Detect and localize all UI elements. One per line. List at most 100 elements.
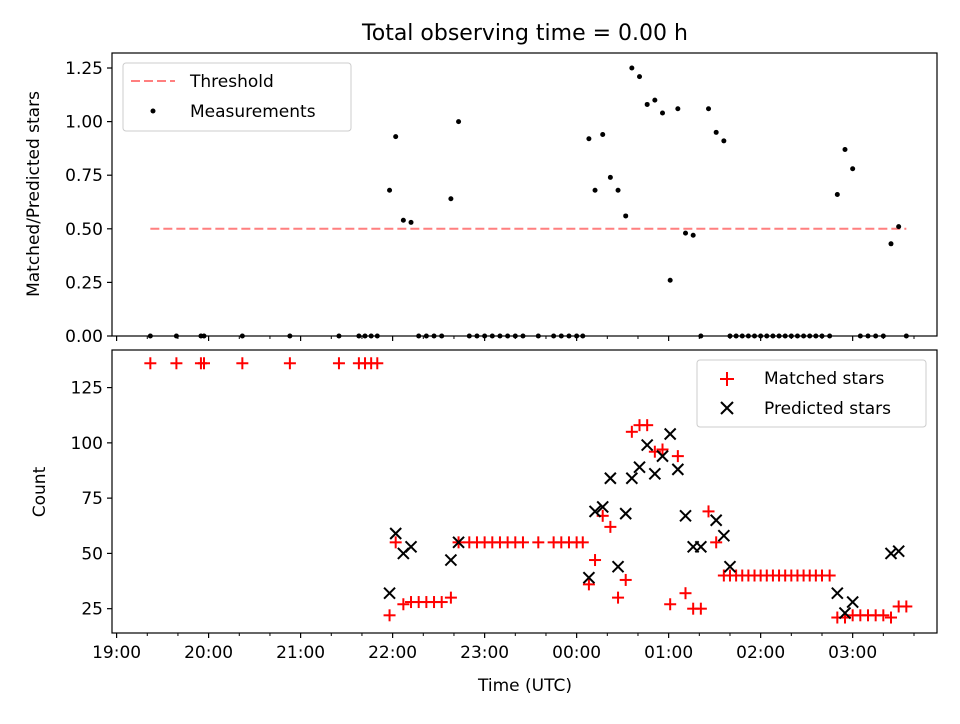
bottom-panel: Count 25 50 75 100 125 19:00 20:00 21:00 22:00 2… bbox=[30, 349, 938, 696]
top-axes-frame bbox=[111, 52, 938, 337]
x-tick-label: 19:00 bbox=[92, 643, 141, 663]
measurement-point bbox=[600, 131, 606, 137]
predicted-star-point bbox=[846, 595, 859, 609]
top-legend-box bbox=[122, 62, 352, 132]
measurement-point bbox=[721, 138, 727, 144]
measurement-point bbox=[660, 110, 666, 116]
matched-star-point bbox=[625, 425, 638, 438]
matched-star-point bbox=[383, 609, 396, 622]
matched-star-point bbox=[444, 591, 457, 604]
y-tick-label: 0.00 bbox=[65, 327, 103, 347]
matched-star-point bbox=[332, 357, 345, 370]
measurement-point bbox=[623, 213, 629, 219]
predicted-star-point bbox=[404, 540, 418, 553]
y-tick-label: 0.75 bbox=[65, 166, 103, 186]
matched-star-point bbox=[604, 520, 617, 533]
measurement-point bbox=[842, 146, 848, 152]
x-tick-label: 22:00 bbox=[368, 643, 417, 663]
y-tick-label: 50 bbox=[81, 544, 103, 564]
matched-star-point bbox=[823, 569, 836, 582]
predicted-star-point bbox=[611, 560, 625, 573]
top-legend: Threshold Measurements bbox=[122, 62, 352, 132]
predicted-star-point bbox=[892, 544, 905, 558]
predicted-star-point bbox=[717, 529, 731, 542]
measurement-point bbox=[888, 241, 894, 247]
matched-star-point bbox=[236, 357, 249, 370]
measurement-point bbox=[408, 219, 414, 225]
predicted-star-point bbox=[625, 472, 639, 485]
matched-star-point bbox=[516, 536, 529, 549]
matched-star-point bbox=[532, 536, 545, 549]
bottom-axes-frame bbox=[111, 349, 938, 634]
top-panel: Total observing time = 0.00 h Matched/Pr… bbox=[24, 21, 938, 347]
measurement-point bbox=[834, 192, 840, 197]
top-y-ticks: 0.00 0.25 0.50 0.75 1.00 1.25 bbox=[65, 59, 112, 347]
predicted-star-point bbox=[619, 507, 632, 520]
predicted-star-point bbox=[389, 527, 402, 540]
measurement-point bbox=[652, 97, 658, 103]
predicted-star-point bbox=[884, 547, 898, 560]
matched-star-point bbox=[702, 505, 715, 518]
predicted-star-point bbox=[671, 463, 685, 476]
predicted-star-point bbox=[604, 472, 617, 485]
matched-star-point bbox=[589, 554, 602, 567]
bottom-x-axis-label: Time (UTC) bbox=[477, 676, 572, 696]
measurement-point bbox=[896, 224, 902, 230]
y-tick-label: 0.25 bbox=[65, 273, 103, 293]
matched-star-point bbox=[582, 578, 595, 591]
y-tick-label: 125 bbox=[71, 379, 103, 399]
top-chart-title: Total observing time = 0.00 h bbox=[361, 21, 688, 46]
matched-star-point bbox=[435, 596, 448, 609]
legend-matched-swatch bbox=[720, 372, 734, 386]
measurement-point bbox=[387, 187, 393, 193]
predicted-star-point bbox=[838, 606, 852, 620]
bottom-legend-box bbox=[696, 359, 927, 428]
x-tick-label: 03:00 bbox=[828, 643, 877, 663]
measurement-point bbox=[607, 174, 613, 180]
measurement-point bbox=[615, 187, 621, 193]
predicted-star-point bbox=[452, 536, 465, 549]
measurement-point bbox=[713, 129, 719, 135]
measurement-point bbox=[706, 106, 712, 112]
bottom-legend: Matched stars Predicted stars bbox=[696, 359, 927, 428]
predicted-star-point bbox=[709, 514, 723, 527]
legend-measurements-label: Measurements bbox=[190, 102, 316, 122]
x-tick-label: 21:00 bbox=[276, 643, 325, 663]
matched-star-point bbox=[397, 598, 410, 611]
predicted-star-point bbox=[582, 571, 596, 584]
top-x-ticks bbox=[116, 336, 915, 341]
matched-star-point bbox=[900, 600, 913, 613]
measurement-point bbox=[690, 232, 696, 238]
measurement-point bbox=[675, 106, 681, 112]
y-tick-label: 25 bbox=[81, 600, 103, 620]
matched-star-point bbox=[884, 611, 897, 624]
legend-threshold-label: Threshold bbox=[189, 72, 274, 92]
predicted-star-point bbox=[656, 449, 669, 463]
matched-star-point bbox=[612, 591, 625, 604]
measurement-point bbox=[629, 65, 635, 71]
y-tick-label: 100 bbox=[71, 434, 103, 454]
bottom-y-ticks: 25 50 75 100 125 bbox=[71, 379, 112, 620]
legend-measurements-swatch bbox=[150, 108, 156, 114]
matched-star-point bbox=[619, 573, 632, 586]
matched-star-point bbox=[144, 357, 157, 370]
predicted-star-point bbox=[694, 540, 708, 553]
matched-star-point bbox=[671, 450, 684, 463]
measurement-point bbox=[448, 196, 454, 202]
x-tick-label: 02:00 bbox=[736, 643, 785, 663]
measurement-point bbox=[683, 230, 689, 236]
predicted-star-point bbox=[648, 467, 662, 481]
measurement-point bbox=[393, 134, 399, 140]
y-tick-label: 0.50 bbox=[65, 220, 103, 240]
legend-predicted-label: Predicted stars bbox=[764, 399, 891, 419]
measurement-point bbox=[586, 136, 592, 142]
measurement-point bbox=[850, 166, 856, 172]
x-tick-label: 00:00 bbox=[552, 643, 601, 663]
matched-star-point bbox=[710, 536, 723, 549]
x-tick-label: 01:00 bbox=[644, 643, 693, 663]
measurement-point bbox=[592, 187, 598, 193]
measurement-point bbox=[400, 217, 406, 223]
y-tick-label: 1.00 bbox=[65, 113, 103, 133]
predicted-star-point bbox=[831, 586, 844, 600]
